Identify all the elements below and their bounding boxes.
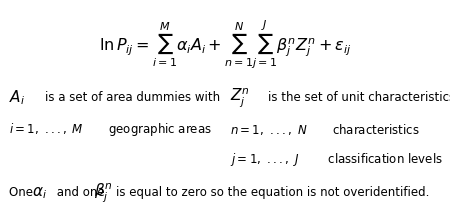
Text: $j=1,\ ...,\ J$        classification levels: $j=1,\ ...,\ J$ classification levels — [230, 151, 442, 168]
Text: $Z_j^n$: $Z_j^n$ — [230, 86, 249, 109]
Text: is a set of area dummies with: is a set of area dummies with — [45, 91, 220, 104]
Text: $n=1,\ ...,\ N$       characteristics: $n=1,\ ...,\ N$ characteristics — [230, 122, 419, 137]
Text: is the set of unit characteristics with: is the set of unit characteristics with — [268, 91, 450, 104]
Text: $\alpha_i$: $\alpha_i$ — [32, 185, 47, 201]
Text: $\beta_j^n$: $\beta_j^n$ — [94, 181, 113, 204]
Text: $i=1,\ ...,\ M$       geographic areas: $i=1,\ ...,\ M$ geographic areas — [9, 121, 212, 138]
Text: and one: and one — [53, 186, 108, 199]
Text: is equal to zero so the equation is not overidentified.: is equal to zero so the equation is not … — [116, 186, 429, 199]
Text: $\ln P_{ij} = \sum_{i=1}^{M} \alpha_i A_i + \sum_{n=1}^{N} \sum_{j=1}^{J} \beta_: $\ln P_{ij} = \sum_{i=1}^{M} \alpha_i A_… — [99, 19, 351, 71]
Text: $A_i$: $A_i$ — [9, 89, 25, 107]
Text: One: One — [9, 186, 37, 199]
